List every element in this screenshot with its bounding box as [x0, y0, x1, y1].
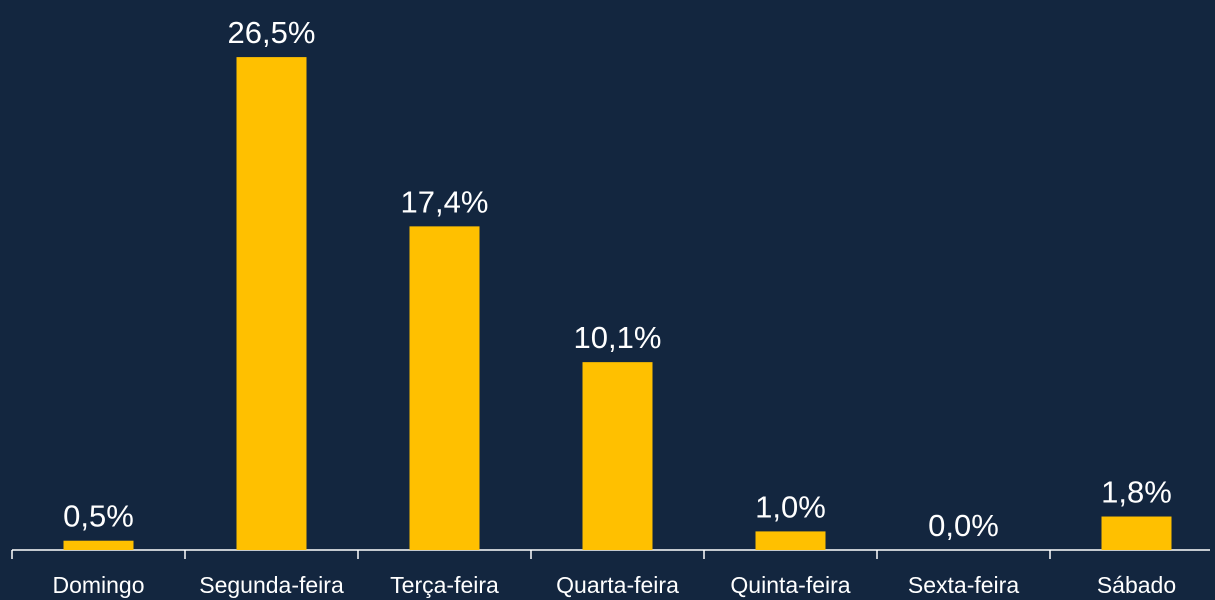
value-label: 10,1% — [574, 320, 662, 355]
bar — [1101, 516, 1172, 550]
x-tick-label: Sábado — [1097, 572, 1176, 598]
x-tick-label: Domingo — [52, 572, 144, 598]
x-tick-label: Segunda-feira — [199, 572, 344, 598]
x-tick-label: Sexta-feira — [908, 572, 1019, 598]
value-label: 0,0% — [928, 508, 999, 543]
bar — [63, 540, 134, 550]
bar — [582, 362, 653, 550]
x-tick-label: Quarta-feira — [556, 572, 679, 598]
x-tick-label: Terça-feira — [390, 572, 499, 598]
value-label: 1,8% — [1101, 475, 1172, 510]
bar — [236, 57, 307, 550]
value-label: 1,0% — [755, 489, 826, 524]
bar — [755, 531, 826, 550]
x-tick-label: Quinta-feira — [730, 572, 850, 598]
value-label: 17,4% — [401, 184, 489, 219]
value-label: 0,5% — [63, 499, 134, 534]
value-label: 26,5% — [228, 15, 316, 50]
bar — [409, 226, 480, 551]
